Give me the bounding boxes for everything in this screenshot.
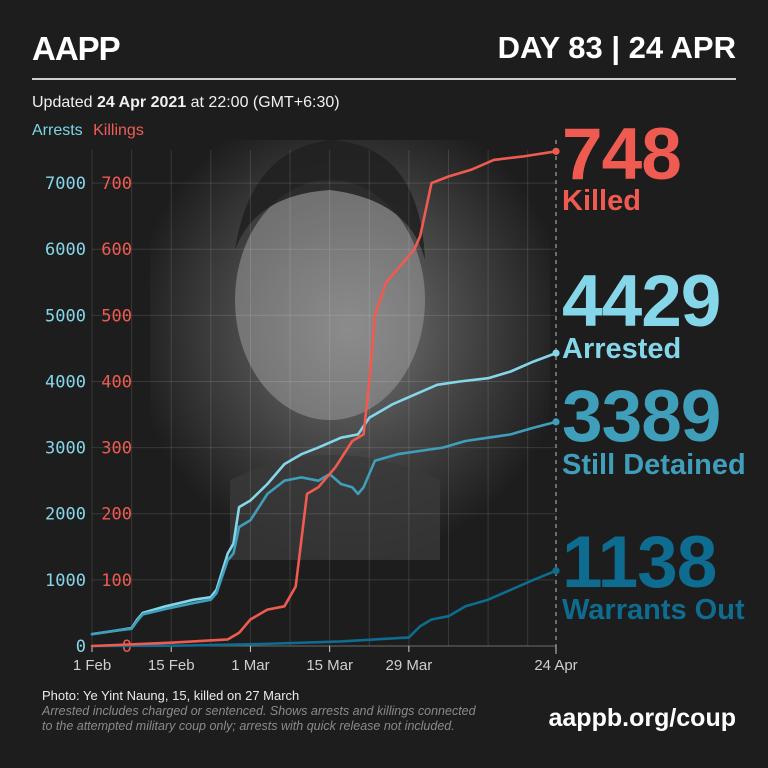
warrants-value: 1138	[562, 522, 717, 603]
methodology-note: Arrested includes charged or sentenced. …	[42, 704, 522, 734]
y-right-tick-label: 100	[101, 571, 132, 591]
aapp-logo: AAPP	[32, 30, 121, 67]
warrants-label: Warrants Out	[562, 594, 745, 626]
y-left-tick-label: 3000	[45, 439, 86, 459]
x-tick-label: 24 Apr	[534, 657, 577, 674]
y-right-tick-label: 500	[101, 306, 132, 326]
y-left-tick-label: 5000	[45, 306, 86, 326]
header-divider	[32, 78, 736, 80]
y-right-tick-label: 400	[101, 372, 132, 392]
note-line-1: Arrested includes charged or sentenced. …	[42, 704, 476, 718]
x-tick-label: 1 Mar	[231, 657, 269, 674]
series-line-killings	[90, 150, 558, 648]
y-left-tick-label: 7000	[45, 174, 86, 194]
source-url: aappb.org/coup	[548, 704, 737, 732]
day-counter: DAY 83 | 24 APR	[497, 30, 736, 65]
photo-credit: Photo: Ye Yint Naung, 15, killed on 27 M…	[42, 688, 300, 703]
series-end-point-warrants-out	[552, 567, 560, 575]
y-right-tick-label: 600	[101, 240, 132, 260]
series-end-point-arrests	[552, 349, 560, 357]
x-tick-label: 15 Feb	[148, 657, 195, 674]
series-line-arrests	[90, 351, 558, 636]
series-end-point-still-detained	[552, 418, 560, 426]
y-left-tick-label: 2000	[45, 505, 86, 525]
y-right-tick-label: 700	[101, 174, 132, 194]
legend-killings: Killings	[93, 122, 144, 139]
y-right-tick-label: 300	[101, 439, 132, 459]
y-left-tick-label: 1000	[45, 571, 86, 591]
series-end-point-killings	[552, 147, 560, 155]
x-tick-label: 29 Mar	[386, 657, 433, 674]
victim-photo	[150, 140, 550, 560]
updated-timestamp: Updated 24 Apr 2021 at 22:00 (GMT+6:30)	[32, 94, 340, 112]
arrested-value: 4429	[562, 261, 721, 342]
y-left-tick-label: 4000	[45, 372, 86, 392]
updated-suffix: at 22:00 (GMT+6:30)	[186, 94, 340, 111]
killed-label: Killed	[562, 185, 641, 217]
chart-axes: 0100020003000400050006000700001002003004…	[45, 174, 578, 674]
detained-label: Still Detained	[562, 449, 746, 481]
detained-value: 3389	[562, 376, 721, 457]
updated-date: 24 Apr 2021	[96, 94, 187, 111]
y-left-tick-label: 0	[76, 637, 86, 657]
y-right-tick-label: 200	[101, 505, 132, 525]
y-left-tick-label: 6000	[45, 240, 86, 260]
killed-value: 748	[562, 114, 682, 195]
legend-arrests: Arrests	[32, 122, 83, 139]
x-tick-label: 15 Mar	[306, 657, 353, 674]
series-line-still-detained	[90, 420, 558, 636]
arrested-label: Arrested	[562, 333, 682, 365]
chart-legend: Arrests Killings	[32, 122, 144, 140]
x-tick-label: 1 Feb	[73, 657, 111, 674]
note-line-2: to the attempted military coup only; arr…	[42, 719, 455, 733]
chart-series	[90, 147, 560, 648]
series-line-warrants-out	[90, 569, 558, 648]
updated-prefix: Updated	[32, 94, 97, 111]
